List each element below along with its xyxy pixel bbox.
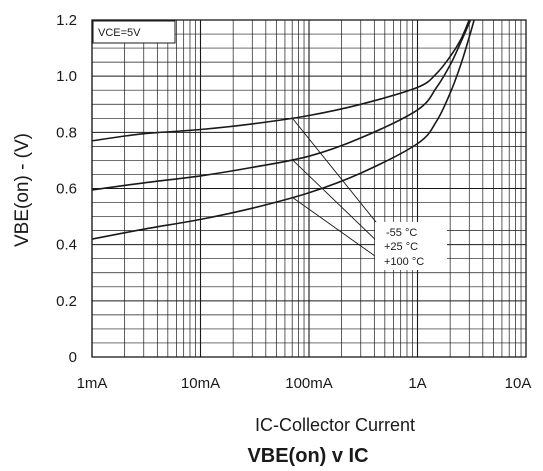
leader-line — [291, 117, 385, 233]
y-axis-label: VBE(on) - (V) — [12, 133, 33, 247]
y-tick-label: 0.4 — [56, 237, 77, 254]
y-tick-label: 1.2 — [56, 12, 77, 29]
x-tick-label: 100mA — [285, 375, 333, 392]
series-group — [92, 20, 475, 240]
annotation-box — [375, 222, 447, 270]
x-tick-label: 1A — [408, 375, 426, 392]
annotation-neg55: -55 °C — [386, 227, 417, 239]
series-line-0 — [92, 20, 471, 142]
x-tick-label: 10A — [505, 375, 532, 392]
x-tick-label: 1mA — [77, 375, 108, 392]
series-line-1 — [92, 20, 472, 191]
condition-label: VCE=5V — [98, 27, 141, 39]
plot-frame — [91, 19, 527, 358]
series-line-2 — [92, 20, 475, 240]
grid — [91, 19, 526, 358]
condition-box — [92, 20, 176, 44]
leader-line — [291, 196, 383, 262]
y-tick-label: 0 — [69, 349, 77, 366]
annotation-leaders — [291, 117, 385, 262]
annotation-100: +100 °C — [384, 256, 424, 268]
annotation-25: +25 °C — [384, 241, 418, 253]
x-axis-label: IC-Collector Current — [255, 415, 415, 435]
y-tick-label: 0.8 — [56, 124, 77, 141]
y-tick-label: 0.2 — [56, 293, 77, 310]
y-tick-label: 1.0 — [56, 68, 77, 85]
y-ticks: 0 0.2 0.4 0.6 0.8 1.0 1.2 — [56, 12, 77, 366]
chart-title: VBE(on) v IC — [247, 445, 368, 467]
leader-line — [291, 159, 383, 247]
y-tick-label: 0.6 — [56, 181, 77, 198]
x-ticks: 1mA 10mA 100mA 1A 10A — [77, 375, 532, 392]
x-tick-label: 10mA — [181, 375, 220, 392]
